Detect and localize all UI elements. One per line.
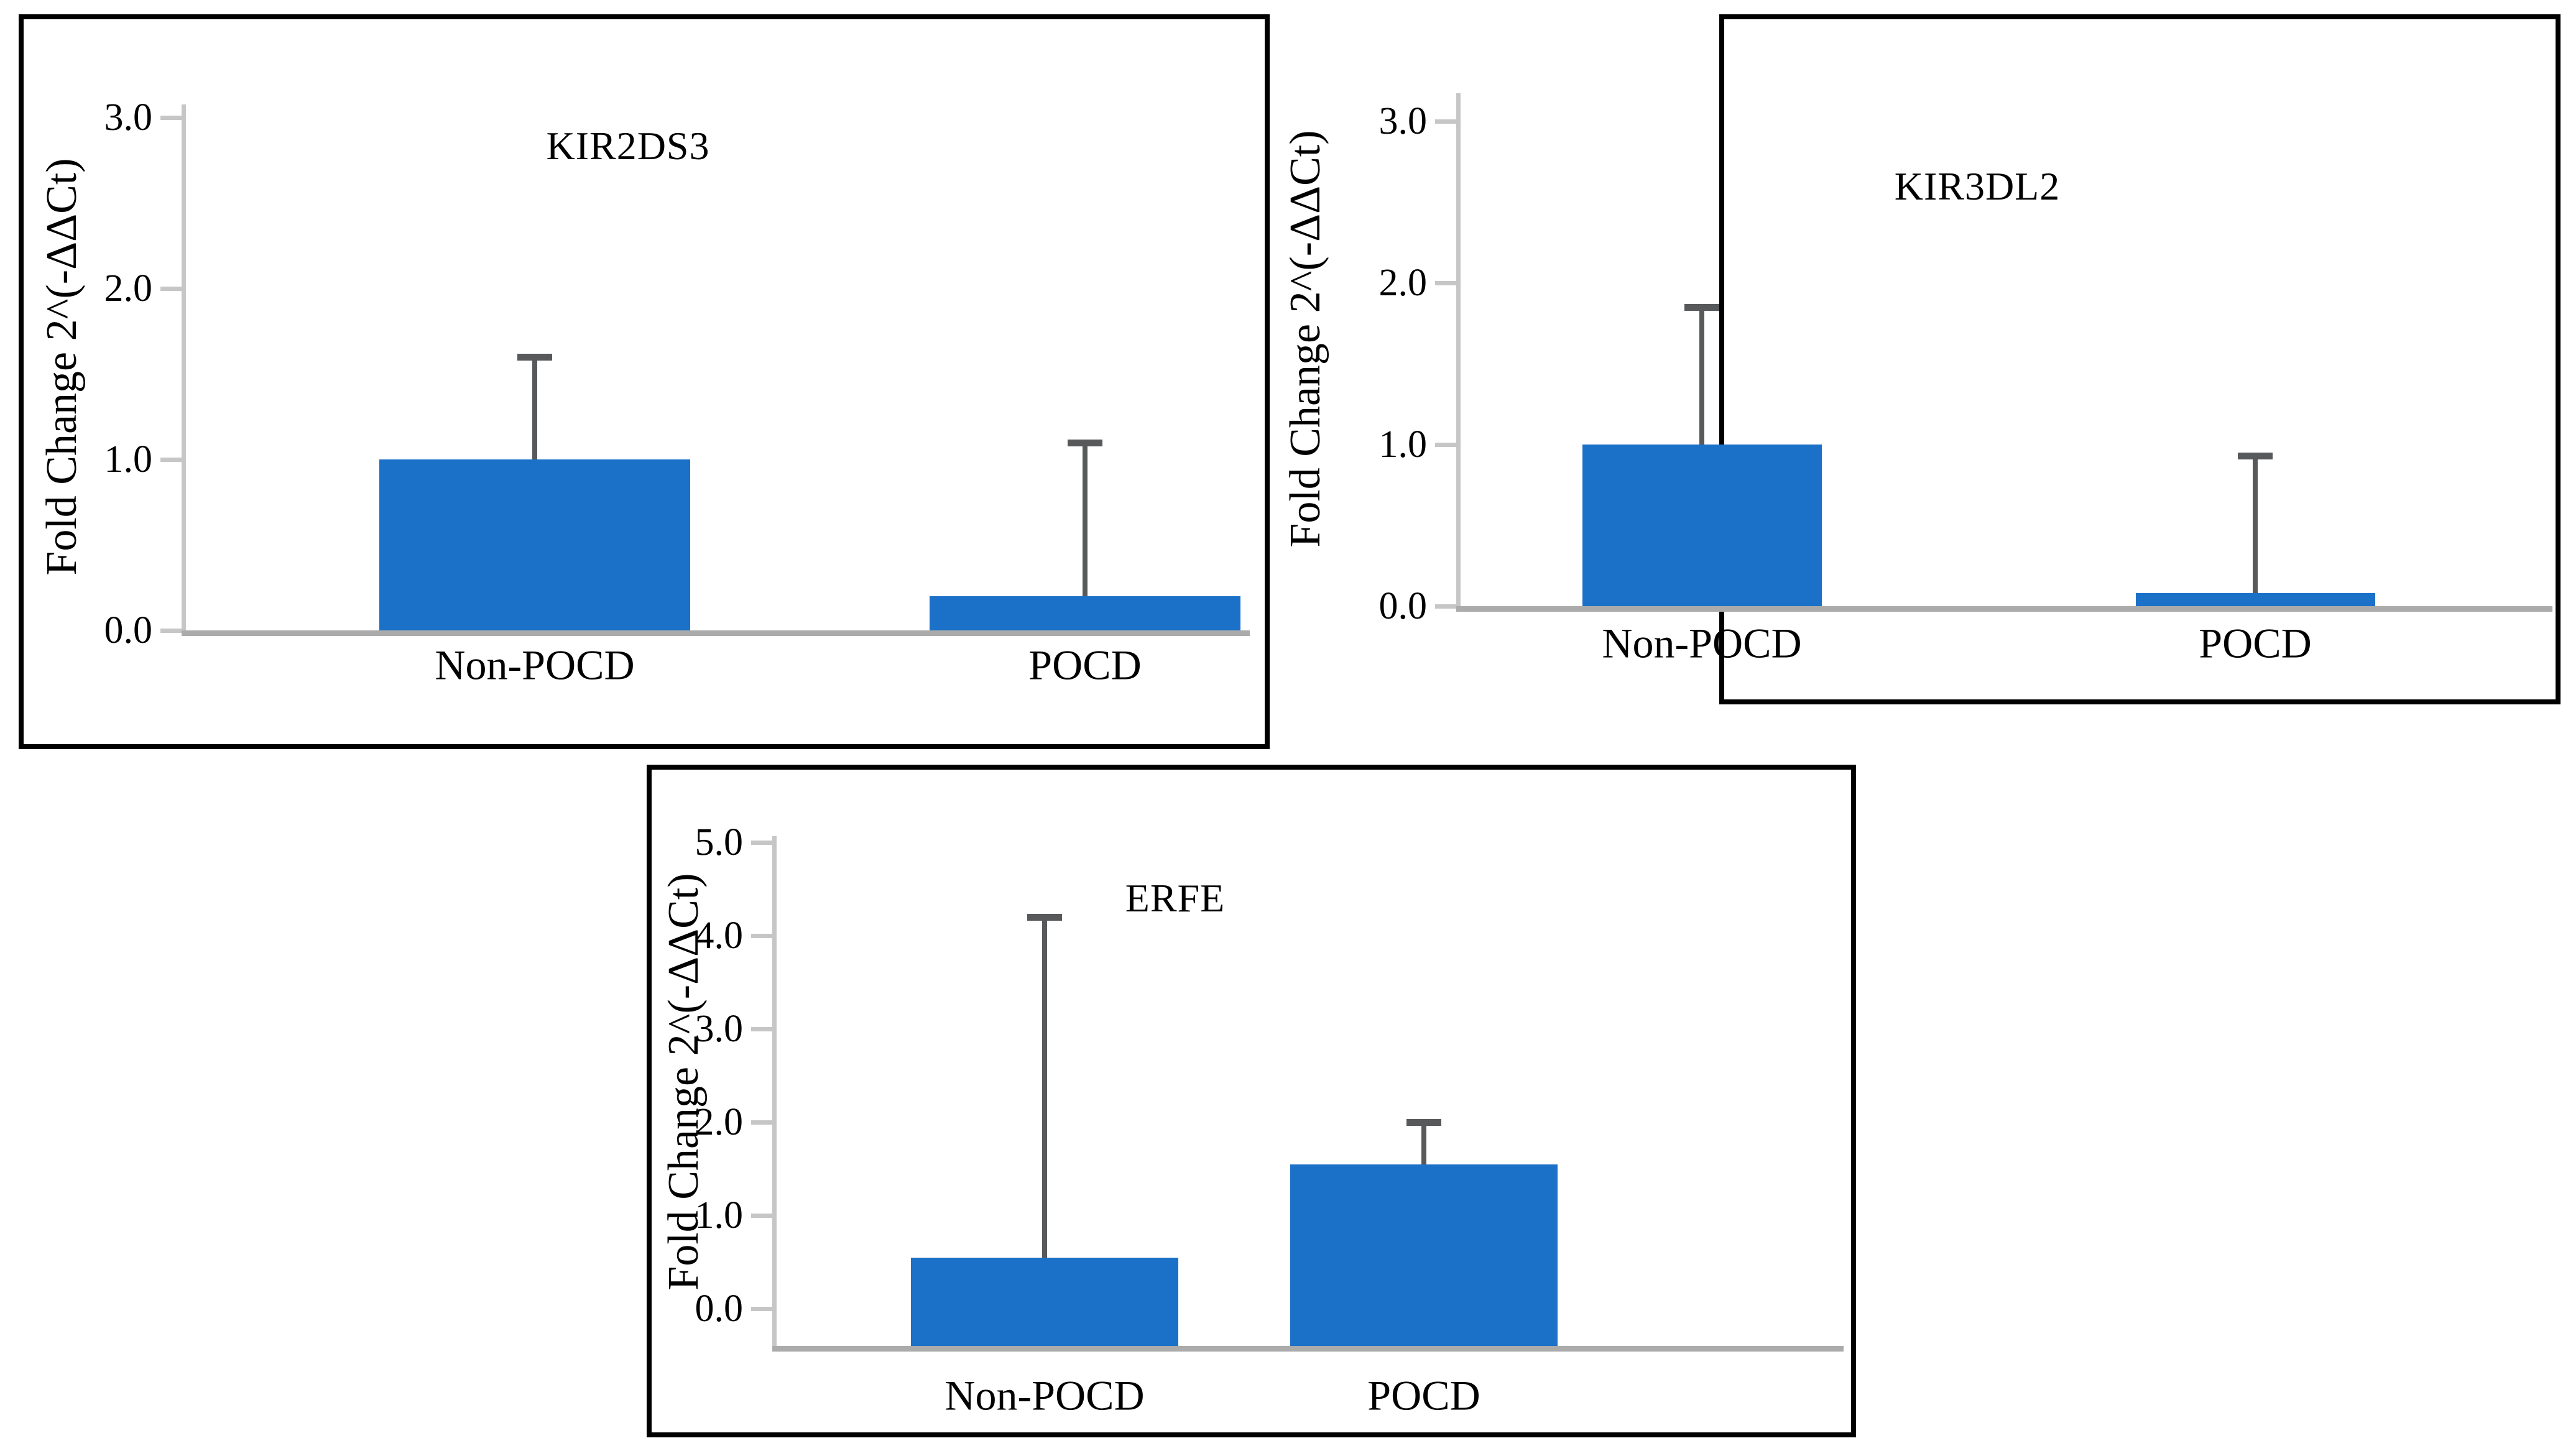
x-baseline-erfe (772, 1346, 1844, 1352)
y-tick-label-erfe-0.0: 0.0 (695, 1288, 744, 1330)
y-axis-title-kir2ds3: Fold Change 2^(-ΔΔCt) (38, 158, 86, 576)
x-label-erfe-pocd: POCD (1367, 1371, 1480, 1419)
y-tick-erfe-2.0 (751, 1120, 772, 1125)
y-tick-label-kir2ds3-0.0: 0.0 (104, 609, 153, 652)
bar-erfe-pocd (1290, 1164, 1558, 1346)
error-cap-kir2ds3-pocd (1068, 439, 1102, 446)
y-tick-label-kir2ds3-3.0: 3.0 (104, 96, 153, 139)
error-cap-kir3dl2-pocd (2238, 453, 2273, 460)
y-tick-label-kir3dl2-1.0: 1.0 (1378, 423, 1428, 466)
x-label-erfe-non-pocd: Non-POCD (944, 1371, 1145, 1419)
y-tick-kir2ds3-3.0 (160, 116, 182, 120)
y-tick-kir3dl2-0.0 (1435, 604, 1456, 609)
y-tick-kir2ds3-0.0 (160, 629, 182, 633)
y-tick-erfe-1.0 (751, 1214, 772, 1218)
y-axis-line-kir2ds3 (182, 104, 186, 630)
error-bar-kir3dl2-non-pocd (1699, 307, 1704, 445)
panel-erfe (647, 765, 1856, 1437)
y-tick-kir3dl2-1.0 (1435, 443, 1456, 447)
y-tick-erfe-4.0 (751, 934, 772, 938)
bar-kir2ds3-pocd (930, 596, 1240, 630)
y-tick-label-erfe-1.0: 1.0 (695, 1194, 744, 1237)
bar-kir3dl2-pocd (2135, 593, 2375, 606)
y-tick-label-kir3dl2-3.0: 3.0 (1378, 100, 1428, 142)
y-tick-kir3dl2-3.0 (1435, 119, 1456, 124)
error-bar-erfe-pocd (1421, 1122, 1426, 1164)
y-tick-label-kir2ds3-1.0: 1.0 (104, 438, 153, 481)
chart-title-kir3dl2: KIR3DL2 (1894, 164, 2061, 208)
x-label-kir2ds3-pocd: POCD (1028, 641, 1142, 689)
y-tick-kir3dl2-2.0 (1435, 281, 1456, 285)
error-bar-kir3dl2-pocd (2253, 456, 2258, 594)
y-tick-label-erfe-3.0: 3.0 (695, 1008, 744, 1050)
x-label-kir2ds3-non-pocd: Non-POCD (435, 641, 635, 689)
bar-erfe-non-pocd (911, 1257, 1178, 1346)
y-tick-label-erfe-5.0: 5.0 (695, 821, 744, 864)
y-tick-label-erfe-4.0: 4.0 (695, 915, 744, 957)
error-cap-kir3dl2-non-pocd (1684, 304, 1719, 311)
y-tick-kir2ds3-1.0 (160, 458, 182, 462)
x-baseline-kir2ds3 (182, 630, 1250, 636)
error-cap-kir2ds3-non-pocd (517, 354, 552, 361)
error-bar-kir2ds3-non-pocd (532, 357, 537, 459)
y-tick-label-kir3dl2-0.0: 0.0 (1378, 585, 1428, 627)
error-bar-kir2ds3-pocd (1083, 442, 1088, 596)
chart-title-kir2ds3: KIR2DS3 (546, 124, 710, 168)
y-axis-title-kir3dl2: Fold Change 2^(-ΔΔCt) (1282, 130, 1329, 548)
error-cap-erfe-pocd (1406, 1119, 1441, 1126)
bar-kir3dl2-non-pocd (1582, 445, 1822, 606)
panel-kir3dl2 (1719, 14, 2561, 704)
x-baseline-kir3dl2 (1456, 606, 2552, 612)
error-bar-erfe-non-pocd (1042, 917, 1047, 1258)
y-tick-label-erfe-2.0: 2.0 (695, 1101, 744, 1143)
y-tick-label-kir3dl2-2.0: 2.0 (1378, 262, 1428, 304)
y-tick-erfe-3.0 (751, 1027, 772, 1031)
y-tick-erfe-0.0 (751, 1307, 772, 1311)
error-cap-erfe-non-pocd (1027, 914, 1062, 921)
y-tick-label-kir2ds3-2.0: 2.0 (104, 267, 153, 310)
chart-title-erfe: ERFE (1125, 876, 1226, 920)
y-tick-kir2ds3-2.0 (160, 287, 182, 291)
y-axis-line-kir3dl2 (1456, 93, 1461, 606)
x-label-kir3dl2-pocd: POCD (2199, 619, 2312, 667)
y-axis-line-erfe (772, 836, 777, 1346)
x-label-kir3dl2-non-pocd: Non-POCD (1602, 619, 1802, 667)
y-tick-erfe-5.0 (751, 841, 772, 845)
bar-kir2ds3-non-pocd (379, 459, 690, 630)
